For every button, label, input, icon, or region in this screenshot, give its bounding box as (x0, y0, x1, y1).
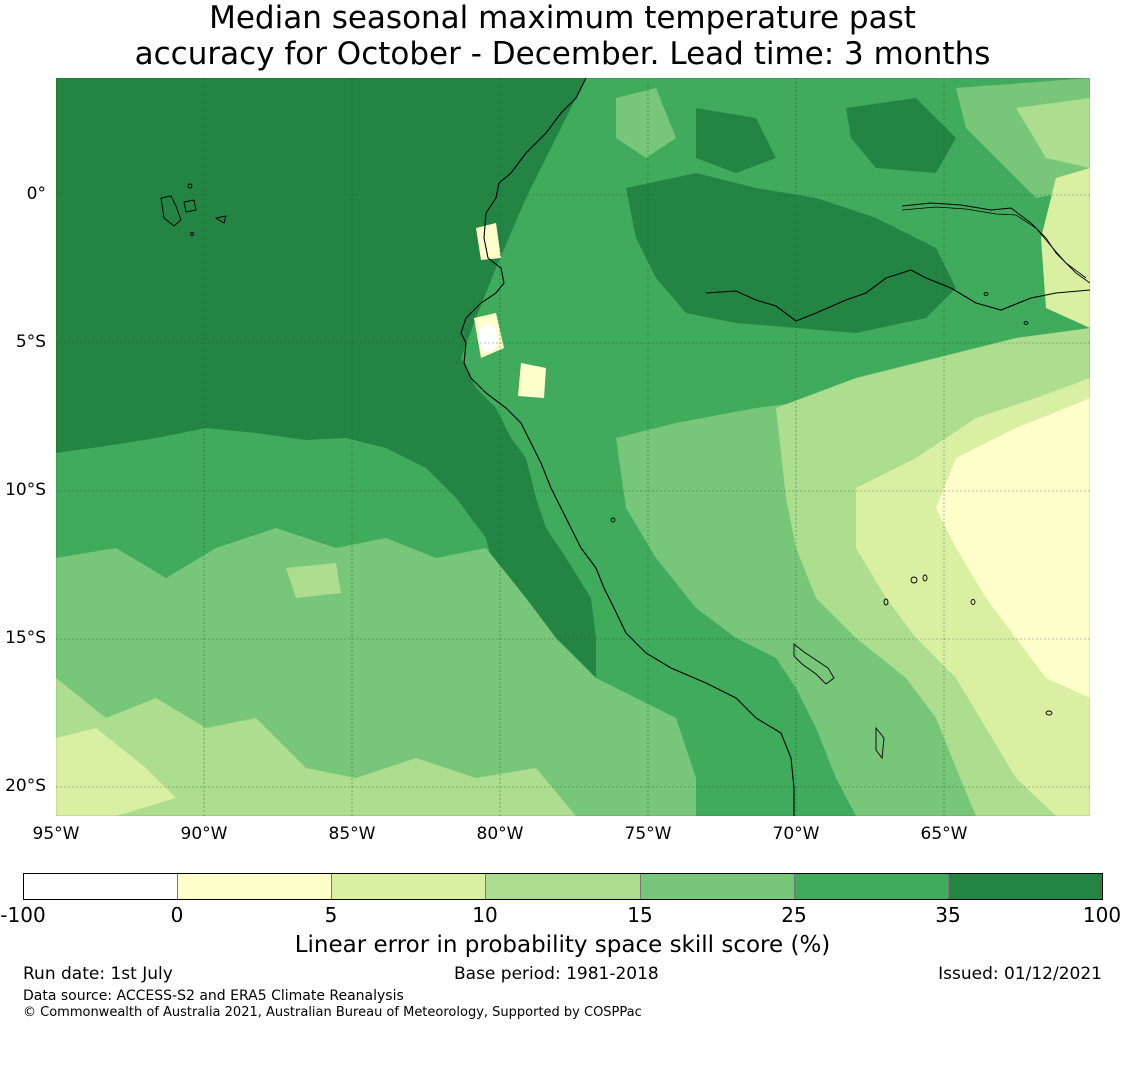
amazon-dark-zone-2 (846, 98, 956, 173)
small-lakes (610, 292, 1053, 716)
lon-label-85w: 85°W (328, 824, 376, 844)
colorbar-tick: -100 (0, 903, 46, 927)
colorbar-segment-2 (178, 874, 333, 899)
title-line-1: Median seasonal maximum temperature past (209, 0, 916, 36)
pacific-pale-zone (56, 728, 176, 816)
copyright: © Commonwealth of Australia 2021, Austra… (23, 1005, 642, 1020)
colorbar-tick: 100 (1082, 903, 1122, 927)
colorbar-label: Linear error in probability space skill … (294, 932, 831, 958)
coast-lightest-patch-3 (476, 223, 501, 260)
run-date: Run date: 1st July (23, 964, 173, 984)
amazon-river (705, 269, 1090, 322)
galapagos-islands (160, 183, 227, 236)
colorbar-segment-3 (332, 874, 487, 899)
bolivia-lightest-zone (936, 398, 1090, 698)
colorbar-segment-5 (640, 874, 795, 899)
colorbar-segment-6 (794, 874, 949, 899)
issued-date: Issued: 01/12/2021 (938, 964, 1102, 984)
ocean-dark-zone (56, 78, 596, 678)
ne-light-zone (1016, 98, 1090, 168)
pacific-light-patch (286, 563, 341, 598)
colorbar-tick: 0 (170, 903, 184, 927)
lon-label-65w: 65°W (920, 824, 968, 844)
lon-label-75w: 75°W (624, 824, 672, 844)
lake-poopo (875, 726, 885, 760)
map-title: Median seasonal maximum temperature past… (0, 0, 1125, 72)
colorbar-tick: 5 (324, 903, 338, 927)
lon-label-95w: 95°W (32, 824, 80, 844)
lon-label-90w: 90°W (180, 824, 228, 844)
colorbar-segment-4 (486, 874, 641, 899)
amazon-river-north-2 (901, 206, 1087, 279)
east-pale-zone (1041, 168, 1090, 328)
colorbar-segment-1 (24, 874, 179, 899)
coastline (460, 78, 795, 816)
colorbar-tick: 25 (781, 903, 807, 927)
amazon-dark-zone-3 (696, 108, 776, 173)
colorbar-tick: 35 (935, 903, 961, 927)
coast-white-spot (478, 324, 498, 352)
data-source: Data source: ACCESS-S2 and ERA5 Climate … (23, 988, 404, 1004)
lat-label-0: 0° (26, 184, 46, 204)
base-period: Base period: 1981-2018 (454, 964, 659, 984)
skill-score-map (56, 78, 1090, 816)
lon-label-70w: 70°W (772, 824, 820, 844)
colorbar-segment-7 (948, 874, 1102, 899)
lon-label-80w: 80°W (476, 824, 524, 844)
gridlines (56, 78, 1090, 816)
colorbar (23, 873, 1103, 900)
north-medium-zone-2 (616, 88, 676, 158)
coast-lightest-patch-2 (518, 363, 546, 398)
lake-titicaca (793, 643, 835, 685)
title-line-2: accuracy for October - December. Lead ti… (134, 36, 991, 72)
colorbar-tick: 15 (627, 903, 653, 927)
lat-label-15s: 15°S (5, 628, 46, 648)
colorbar-tick: 10 (472, 903, 498, 927)
lat-label-5s: 5°S (15, 332, 46, 352)
pacific-light-zone (56, 678, 576, 816)
lat-label-20s: 20°S (5, 776, 46, 796)
lat-label-10s: 10°S (5, 480, 46, 500)
